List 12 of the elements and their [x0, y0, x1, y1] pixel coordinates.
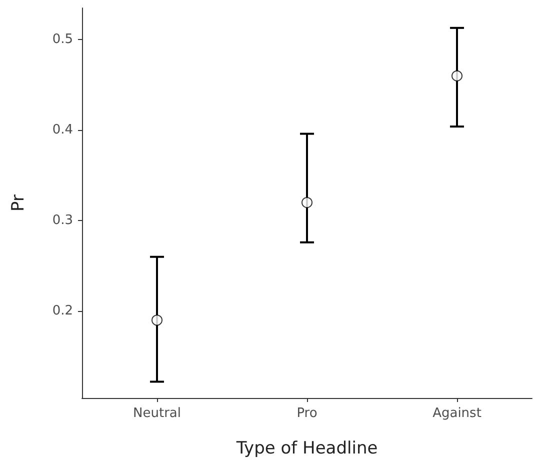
point: [302, 197, 312, 208]
y-tick-label: 0.3: [52, 213, 73, 228]
x-tick-label: Against: [432, 406, 482, 421]
x-axis-title: Type of Headline: [235, 438, 378, 458]
y-tick-label: 0.2: [52, 304, 73, 319]
y-tick-label: 0.5: [52, 32, 73, 48]
y-tick-label: 0.4: [52, 122, 73, 138]
x-tick-label: Neutral: [133, 406, 181, 421]
point: [152, 314, 162, 326]
point: [452, 70, 462, 82]
y-axis-title: Pr: [8, 194, 28, 212]
x-tick-label: Pro: [296, 406, 318, 421]
